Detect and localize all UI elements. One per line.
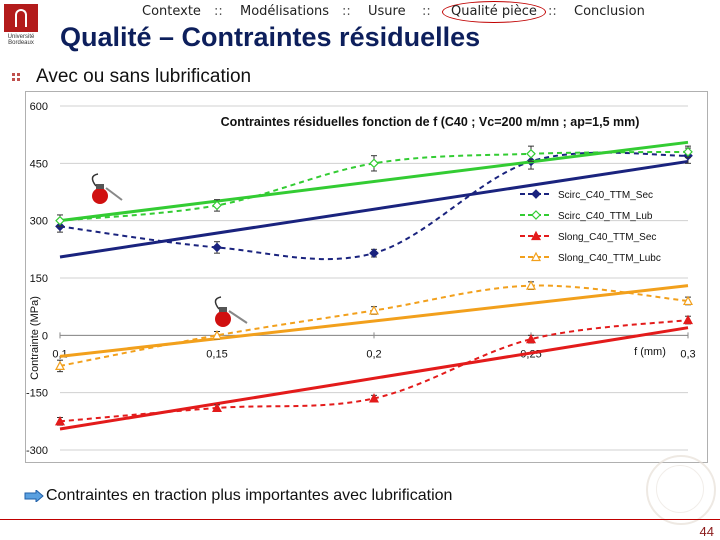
nav-item-conclusion[interactable]: Conclusion xyxy=(574,4,645,19)
y-tick-label: 0 xyxy=(42,330,48,342)
nav-separator: :: xyxy=(214,4,223,19)
data-point xyxy=(212,330,222,340)
data-point xyxy=(526,333,536,344)
legend-label: Scirc_C40_TTM_Sec xyxy=(558,190,653,201)
legend-item: Slong_C40_TTM_Lubc xyxy=(520,251,661,264)
y-tick-label: -300 xyxy=(26,445,48,457)
bullet-icon xyxy=(12,73,20,81)
conclusion-text: Contraintes en traction plus importantes… xyxy=(46,487,453,504)
y-tick-label: 300 xyxy=(30,216,48,228)
series-Slong_C40_TTM_Sec xyxy=(55,314,693,431)
legend-label: Slong_C40_TTM_Lubc xyxy=(558,253,661,264)
chart-frame xyxy=(25,91,708,463)
nav-separator: :: xyxy=(342,4,351,19)
data-point xyxy=(369,393,379,403)
data-point xyxy=(212,200,222,211)
chart-series xyxy=(55,140,693,431)
x-tick-label: 0,3 xyxy=(680,348,695,360)
data-point xyxy=(683,147,693,157)
legend-item: Scirc_C40_TTM_Sec xyxy=(520,189,653,201)
data-point xyxy=(526,280,536,290)
nav-separator: :: xyxy=(422,4,431,19)
data-point xyxy=(55,416,65,426)
legend-item: Slong_C40_TTM_Sec xyxy=(520,230,656,243)
page-title: Qualité – Contraintes résiduelles xyxy=(60,22,481,52)
chart-xlabel: f (mm) xyxy=(634,346,666,358)
y-tick-label: 150 xyxy=(30,273,48,285)
data-point xyxy=(531,189,541,199)
logo-emblem-icon xyxy=(4,4,38,32)
data-point xyxy=(683,295,693,306)
slide-subtitle: Avec ou sans lubrification xyxy=(36,66,252,87)
chart-title: Contraintes résiduelles fonction de f (C… xyxy=(221,115,640,129)
series-Scirc_C40_TTM_Lub xyxy=(55,140,693,227)
data-point xyxy=(212,402,222,413)
page-number: 44 xyxy=(699,524,714,539)
x-tick-label: 0,2 xyxy=(366,348,381,360)
data-point xyxy=(531,251,541,262)
university-logo: Université Bordeaux xyxy=(4,4,38,50)
data-point xyxy=(531,230,541,241)
trend-line xyxy=(59,159,689,259)
data-point xyxy=(369,248,379,259)
trend-line xyxy=(59,140,689,223)
x-tick-label: 0,15 xyxy=(206,348,227,360)
series-curve xyxy=(59,150,689,222)
university-seal-watermark xyxy=(646,455,716,525)
nav-item-usure[interactable]: Usure xyxy=(368,4,406,19)
data-point xyxy=(369,305,379,315)
chart-ylabel: Contrainte (MPa) xyxy=(29,296,41,380)
data-point xyxy=(526,148,536,159)
series-Slong_C40_TTM_Lubc xyxy=(55,280,693,373)
top-navigation: Contexte :: Modélisations :: Usure :: Qu… xyxy=(0,1,720,23)
nav-item-modelisations[interactable]: Modélisations xyxy=(240,4,330,19)
data-point xyxy=(369,158,379,169)
oil-can-icon xyxy=(91,173,123,204)
data-point xyxy=(212,242,222,253)
chart-legend: Scirc_C40_TTM_Sec Scirc_C40_TTM_Lub Slong_… xyxy=(520,189,661,264)
nav-item-qualite-piece[interactable]: Qualité pièce xyxy=(442,1,546,23)
nav-separator: :: xyxy=(548,4,557,19)
y-tick-label: 600 xyxy=(30,101,48,113)
data-point xyxy=(55,360,65,371)
arrow-right-icon xyxy=(24,490,44,502)
data-point xyxy=(683,314,693,325)
y-tick-label: -150 xyxy=(26,388,48,400)
data-point xyxy=(531,210,541,220)
trend-line xyxy=(59,284,689,358)
data-point xyxy=(55,215,65,226)
legend-label: Scirc_C40_TTM_Lub xyxy=(558,211,653,222)
legend-item: Scirc_C40_TTM_Lub xyxy=(520,210,653,222)
footer-divider xyxy=(0,519,720,520)
y-tick-label: 450 xyxy=(30,158,48,170)
oil-can-icon xyxy=(214,296,248,327)
legend-label: Slong_C40_TTM_Sec xyxy=(558,232,656,243)
chart-grid xyxy=(59,105,689,451)
nav-item-contexte[interactable]: Contexte xyxy=(142,4,201,19)
trend-line xyxy=(59,326,689,431)
logo-text: Université Bordeaux xyxy=(7,34,35,46)
